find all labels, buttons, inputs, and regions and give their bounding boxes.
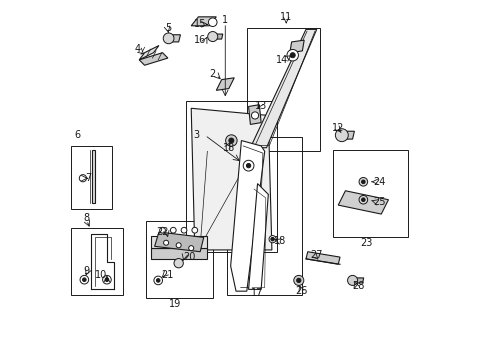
Circle shape [105, 278, 109, 282]
Bar [247, 28, 320, 151]
Circle shape [174, 258, 183, 268]
Circle shape [335, 129, 348, 141]
Polygon shape [306, 252, 340, 264]
Text: 27: 27 [311, 250, 323, 260]
Text: 7: 7 [85, 173, 91, 183]
Text: 25: 25 [373, 197, 386, 207]
Circle shape [271, 237, 274, 241]
Polygon shape [139, 45, 159, 60]
Text: 28: 28 [352, 281, 364, 291]
Text: 8: 8 [83, 213, 90, 222]
Circle shape [156, 279, 160, 282]
Text: 22: 22 [156, 227, 169, 237]
Bar [71, 146, 112, 209]
Text: 24: 24 [373, 177, 386, 187]
Polygon shape [191, 108, 272, 250]
Text: 9: 9 [83, 266, 90, 276]
Text: 3: 3 [194, 130, 199, 140]
Text: 10: 10 [96, 270, 108, 280]
Text: 20: 20 [183, 252, 196, 262]
Text: 14: 14 [276, 55, 288, 65]
Circle shape [359, 177, 368, 186]
Circle shape [362, 180, 365, 184]
Circle shape [362, 198, 365, 202]
Text: 1: 1 [222, 15, 228, 26]
Polygon shape [151, 235, 207, 248]
Circle shape [189, 246, 194, 251]
Circle shape [171, 227, 176, 233]
Polygon shape [191, 17, 216, 26]
Text: 16: 16 [194, 35, 206, 45]
Text: 26: 26 [295, 286, 308, 296]
Circle shape [192, 227, 197, 233]
Text: 17: 17 [251, 288, 264, 298]
Text: 13: 13 [255, 102, 267, 112]
Polygon shape [92, 149, 95, 203]
Circle shape [296, 278, 301, 283]
Polygon shape [216, 78, 234, 90]
Polygon shape [248, 184, 269, 289]
Circle shape [347, 275, 358, 285]
Circle shape [229, 138, 234, 143]
Text: 4: 4 [134, 44, 141, 54]
Text: 21: 21 [162, 270, 174, 280]
Text: 2: 2 [210, 69, 216, 79]
Circle shape [176, 243, 181, 248]
Circle shape [251, 112, 259, 119]
Polygon shape [172, 35, 180, 42]
Circle shape [225, 135, 237, 146]
Text: 11: 11 [280, 12, 293, 22]
Polygon shape [344, 131, 354, 139]
Text: 18: 18 [274, 236, 286, 246]
Circle shape [359, 195, 368, 204]
Polygon shape [231, 140, 265, 291]
Circle shape [102, 275, 111, 284]
Circle shape [80, 275, 89, 284]
Polygon shape [155, 232, 204, 252]
Text: 19: 19 [169, 299, 181, 309]
Polygon shape [355, 278, 364, 283]
Text: 18: 18 [223, 143, 235, 153]
Bar [227, 137, 302, 295]
Circle shape [160, 227, 166, 233]
Circle shape [181, 227, 187, 233]
Bar [71, 228, 123, 295]
Circle shape [208, 32, 218, 41]
Text: 5: 5 [165, 23, 171, 33]
Circle shape [294, 275, 304, 285]
Circle shape [154, 276, 163, 285]
Circle shape [82, 278, 86, 282]
Polygon shape [248, 105, 261, 125]
Text: 12: 12 [332, 123, 344, 133]
Circle shape [246, 163, 251, 168]
Text: 23: 23 [361, 238, 373, 248]
Polygon shape [338, 191, 389, 214]
Circle shape [290, 53, 295, 58]
Circle shape [287, 49, 298, 61]
Polygon shape [216, 34, 223, 39]
Text: 6: 6 [74, 130, 81, 140]
Bar [147, 221, 213, 298]
Circle shape [164, 240, 169, 245]
Polygon shape [290, 40, 304, 53]
Polygon shape [151, 248, 207, 259]
Polygon shape [139, 53, 168, 65]
Polygon shape [250, 30, 317, 148]
Circle shape [243, 160, 254, 171]
Text: 15: 15 [194, 19, 206, 29]
Circle shape [269, 235, 276, 243]
Circle shape [163, 33, 174, 44]
Circle shape [79, 175, 87, 182]
Bar [333, 149, 408, 237]
Bar [186, 101, 277, 252]
Circle shape [208, 18, 217, 27]
